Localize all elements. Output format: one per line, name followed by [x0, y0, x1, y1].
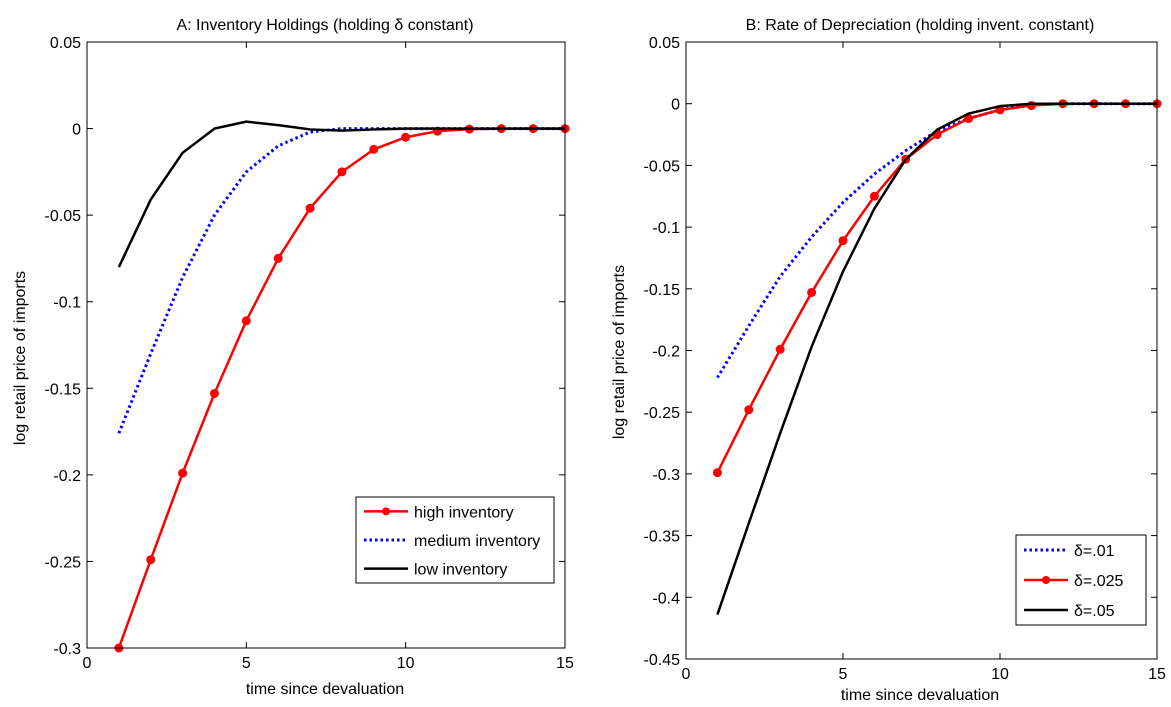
panel-b-data-point-025 [744, 405, 754, 415]
panel-b-y-tick-label: -0.1 [652, 220, 680, 237]
panel-a-y-tick-label: 0.05 [50, 35, 81, 52]
panel-b-data-point-025 [712, 468, 722, 478]
panel-a-legend: high inventory medium inventory low invent… [355, 496, 555, 584]
panel-b-y-tick-label: -0.05 [644, 158, 681, 175]
panel-b-x-axis-label: time since devaluation [841, 687, 999, 704]
panel-b-y-tick-label: -0.35 [644, 529, 681, 546]
panel-a-x-tick-label: 0 [83, 655, 92, 672]
panel-b-series [712, 99, 1162, 615]
panel-b-ticks: 0 5 10 15 -0.45 -0.4 -0.35 -0.3 -0.25 -0.2 -0.15 -0… [644, 35, 1166, 683]
panel-a-series-line-low-inventory [117, 120, 565, 268]
panel-a-y-tick-label: -0.3 [53, 641, 81, 658]
panel-a-ticks: 0 5 10 15 -0.3 -0.25 -0.2 -0.15 -0.1 -0.05 0 0.05 [45, 35, 574, 672]
panel-a-data-point-high-inventory [369, 144, 379, 154]
panel-a-data-point-high-inventory [401, 132, 411, 142]
panel-a-legend-label-medium-inventory: medium inventory [414, 533, 540, 550]
panel-a-y-tick-label: -0.2 [53, 468, 81, 485]
panel-b-legend-label-05: δ=.05 [1074, 603, 1115, 620]
panel-b-axes-frame [685, 41, 1158, 660]
panel-a-x-tick-label: 15 [556, 655, 574, 672]
panel-b-data-point-025 [775, 344, 785, 354]
panel-b-y-tick-label: -0.25 [644, 405, 681, 422]
panel-b-y-tick-label: 0.05 [649, 35, 680, 52]
panel-a-legend-label-high-inventory: high inventory [414, 504, 514, 521]
panel-b-data-point-025 [807, 288, 817, 298]
panel-a-y-tick-label: 0 [72, 122, 81, 139]
panel-b-chart: B: Rate of Depreciation (holding invent.… [611, 17, 1166, 704]
panel-b-series-line-05 [716, 102, 1157, 615]
panel-b-y-tick-label: 0 [671, 97, 680, 114]
panel-a-data-point-high-inventory [178, 468, 188, 478]
panel-a-y-tick-label: -0.1 [53, 295, 81, 312]
panel-b-data-point-025 [869, 191, 879, 201]
panel-b-x-tick-label: 15 [1148, 666, 1166, 683]
panel-b-legend: δ=.01 δ=.025 δ=.05 [1015, 534, 1147, 626]
panel-a-y-tick-label: -0.15 [45, 381, 82, 398]
panel-a-legend-marker-high-inventory [382, 507, 390, 516]
panel-a-legend-label-low-inventory: low inventory [414, 562, 507, 579]
panel-b-y-tick-label: -0.15 [644, 282, 681, 299]
panel-b-title: B: Rate of Depreciation (holding invent.… [746, 17, 1095, 34]
panel-b-y-tick-label: -0.3 [652, 467, 680, 484]
panel-b-y-tick-label: -0.45 [644, 652, 681, 669]
panel-a-y-axis-label: log retail price of imports [12, 271, 29, 445]
panel-b-y-tick-label: -0.4 [652, 590, 680, 607]
panel-b-series-line-01 [716, 102, 1157, 379]
panel-b-legend-label-01: δ=.01 [1074, 543, 1115, 560]
panel-b-y-tick-label: -0.2 [652, 344, 680, 361]
panel-a-x-tick-label: 5 [242, 655, 251, 672]
panel-b-data-point-025 [838, 236, 848, 246]
panel-a-data-point-high-inventory [241, 316, 251, 326]
panel-a-data-point-high-inventory [273, 253, 283, 263]
panel-a-data-point-high-inventory [146, 555, 156, 565]
panel-a-data-point-high-inventory [337, 167, 347, 177]
panel-a-data-point-high-inventory [305, 203, 315, 213]
panel-b-legend-label-025: δ=.025 [1074, 573, 1123, 590]
panel-a-title: A: Inventory Holdings (holding δ constan… [176, 17, 473, 34]
panel-a-y-tick-label: -0.25 [45, 554, 82, 571]
panel-b-x-tick-label: 10 [991, 666, 1009, 683]
panel-a-chart: A: Inventory Holdings (holding δ constan… [12, 17, 574, 698]
panel-b-x-tick-label: 5 [839, 666, 848, 683]
panel-b-series-line-025 [716, 102, 1157, 474]
panel-b-y-axis-label: log retail price of imports [611, 265, 628, 439]
panel-a-x-axis-label: time since devaluation [246, 681, 404, 698]
panel-b-legend-marker-025 [1042, 576, 1050, 584]
panel-a-series [114, 120, 570, 653]
panel-a-x-tick-label: 10 [397, 655, 415, 672]
panel-b-x-tick-label: 0 [682, 666, 691, 683]
panel-a-data-point-high-inventory [209, 388, 219, 398]
panel-a-y-tick-label: -0.05 [45, 208, 82, 225]
panel-a-axes-frame [86, 41, 566, 649]
